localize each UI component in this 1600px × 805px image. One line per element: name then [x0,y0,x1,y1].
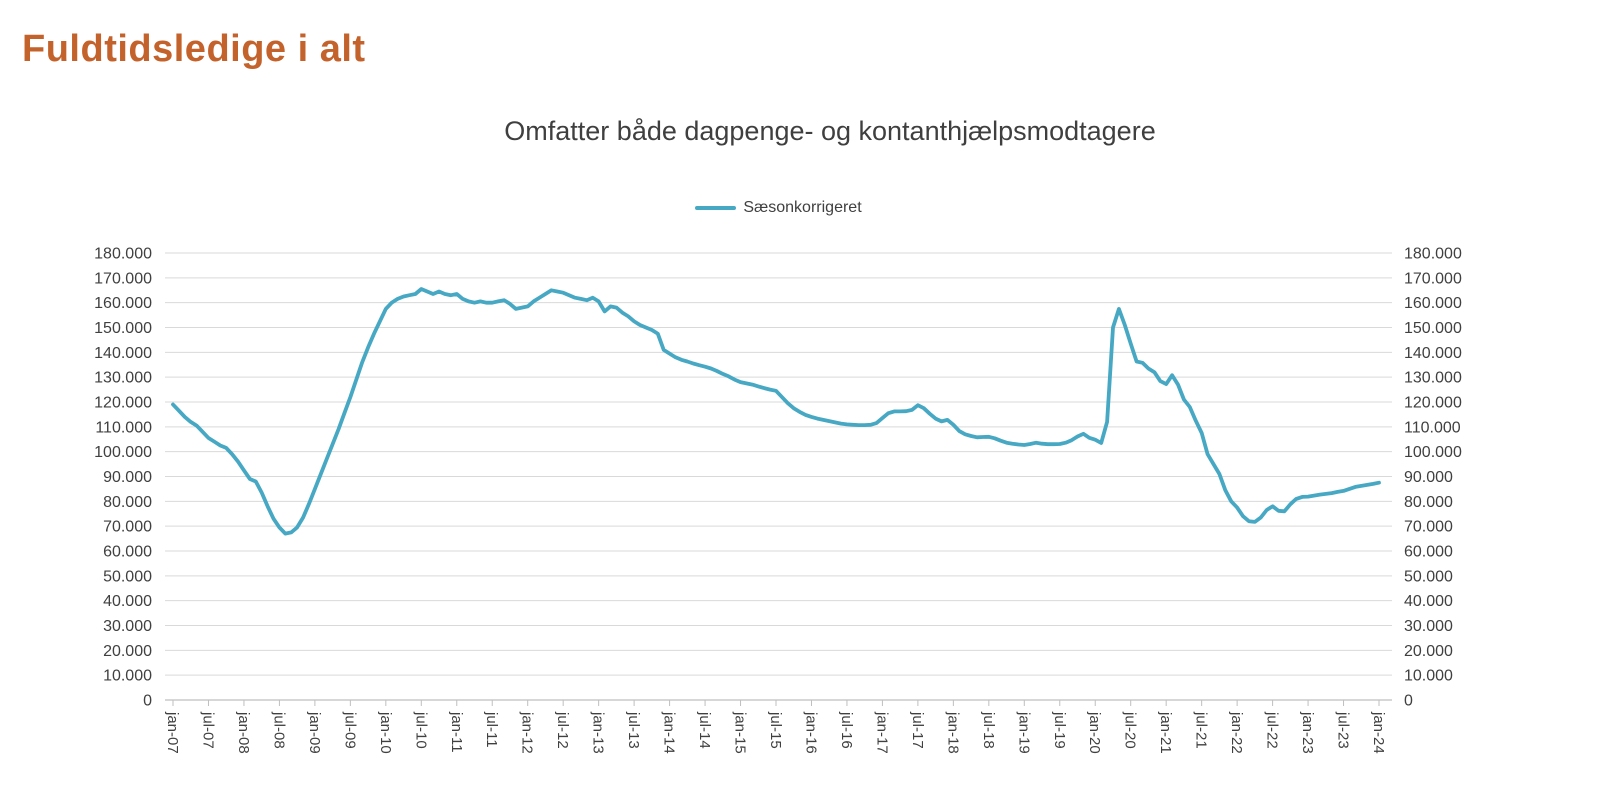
svg-text:80.000: 80.000 [103,494,152,511]
svg-text:jul-20: jul-20 [1122,711,1139,749]
svg-text:140.000: 140.000 [94,345,152,362]
svg-text:180.000: 180.000 [1404,246,1462,263]
svg-text:130.000: 130.000 [94,370,152,387]
svg-text:jan-14: jan-14 [661,711,678,754]
svg-text:20.000: 20.000 [103,643,152,660]
svg-text:jan-17: jan-17 [873,711,890,754]
line-chart: jan-07 jul-07 jan-08 jul-08 jan-09 jul-09 jan-… [94,246,1462,754]
svg-text:jan-10: jan-10 [377,711,394,754]
svg-text:jan-12: jan-12 [519,711,536,754]
svg-text:110.000: 110.000 [1404,419,1461,436]
svg-text:jul-15: jul-15 [767,711,784,749]
svg-text:160.000: 160.000 [94,295,152,312]
svg-text:70.000: 70.000 [103,519,152,536]
svg-text:120.000: 120.000 [94,395,152,412]
svg-text:30.000: 30.000 [103,618,152,635]
legend-label: Sæsonkorrigeret [743,199,862,216]
svg-text:jan-09: jan-09 [306,711,323,754]
svg-text:0: 0 [1404,693,1413,710]
svg-text:150.000: 150.000 [94,320,152,337]
svg-text:100.000: 100.000 [94,444,152,461]
svg-text:40.000: 40.000 [103,593,152,610]
svg-text:90.000: 90.000 [103,469,152,486]
svg-text:jan-11: jan-11 [448,711,465,753]
svg-text:100.000: 100.000 [1404,444,1462,461]
svg-text:jul-21: jul-21 [1193,711,1210,749]
svg-text:jan-18: jan-18 [944,711,961,754]
svg-text:20.000: 20.000 [1404,643,1453,660]
svg-text:jan-22: jan-22 [1228,711,1245,754]
svg-text:jul-09: jul-09 [341,711,358,749]
y-axis-left-labels: 0 10.000 20.000 30.000 40.000 50.000 60.000 70.… [94,246,152,710]
svg-text:50.000: 50.000 [1404,568,1453,585]
svg-text:jan-15: jan-15 [732,711,749,754]
svg-text:110.000: 110.000 [95,419,152,436]
svg-text:180.000: 180.000 [94,246,152,263]
svg-text:40.000: 40.000 [1404,593,1453,610]
svg-text:60.000: 60.000 [103,544,152,561]
svg-text:jul-12: jul-12 [554,711,571,749]
svg-text:jan-16: jan-16 [802,711,819,754]
svg-text:120.000: 120.000 [1404,395,1462,412]
svg-text:jul-17: jul-17 [909,711,926,749]
svg-text:140.000: 140.000 [1404,345,1462,362]
svg-text:jul-16: jul-16 [838,711,855,749]
svg-text:0: 0 [143,693,152,710]
svg-text:10.000: 10.000 [103,668,152,685]
svg-text:jul-23: jul-23 [1335,711,1352,749]
svg-text:jul-10: jul-10 [412,711,429,749]
svg-text:jul-22: jul-22 [1264,711,1281,749]
svg-text:jul-13: jul-13 [625,711,642,749]
svg-text:jul-14: jul-14 [696,711,713,749]
svg-text:50.000: 50.000 [103,568,152,585]
svg-text:60.000: 60.000 [1404,544,1453,561]
svg-text:170.000: 170.000 [1404,270,1462,287]
data-series-line [171,287,1381,536]
svg-text:70.000: 70.000 [1404,519,1453,536]
svg-text:150.000: 150.000 [1404,320,1462,337]
svg-text:jan-21: jan-21 [1157,711,1174,754]
svg-text:80.000: 80.000 [1404,494,1453,511]
svg-text:jan-13: jan-13 [590,711,607,754]
svg-text:160.000: 160.000 [1404,295,1462,312]
svg-text:jul-19: jul-19 [1051,711,1068,749]
svg-text:jan-24: jan-24 [1370,711,1387,754]
chart-legend[interactable]: Sæsonkorrigeret [165,199,1392,217]
svg-text:jan-19: jan-19 [1015,711,1032,754]
svg-text:130.000: 130.000 [1404,370,1462,387]
legend-line-swatch [695,206,737,210]
svg-text:jan-23: jan-23 [1299,711,1316,754]
svg-text:jul-07: jul-07 [199,711,216,749]
svg-text:jan-07: jan-07 [164,711,181,754]
svg-text:jan-20: jan-20 [1086,711,1103,754]
page-title: Fuldtidsledige i alt [22,28,366,70]
svg-text:jul-08: jul-08 [270,711,287,749]
svg-text:170.000: 170.000 [94,270,152,287]
svg-text:jan-08: jan-08 [235,711,252,754]
svg-text:jul-11: jul-11 [483,711,500,748]
chart-title: Omfatter både dagpenge- og kontanthjælps… [504,116,1156,146]
svg-text:jul-18: jul-18 [980,711,997,749]
y-axis-right-labels: 0 10.000 20.000 30.000 40.000 50.000 60.000 70.… [1404,246,1462,710]
svg-text:10.000: 10.000 [1404,668,1453,685]
x-axis: jan-07 jul-07 jan-08 jul-08 jan-09 jul-09 jan-… [164,699,1392,754]
plot-area: jan-07 jul-07 jan-08 jul-08 jan-09 jul-09 jan-… [0,228,1600,800]
svg-text:30.000: 30.000 [1404,618,1453,635]
svg-text:90.000: 90.000 [1404,469,1453,486]
gridlines [165,252,1392,676]
